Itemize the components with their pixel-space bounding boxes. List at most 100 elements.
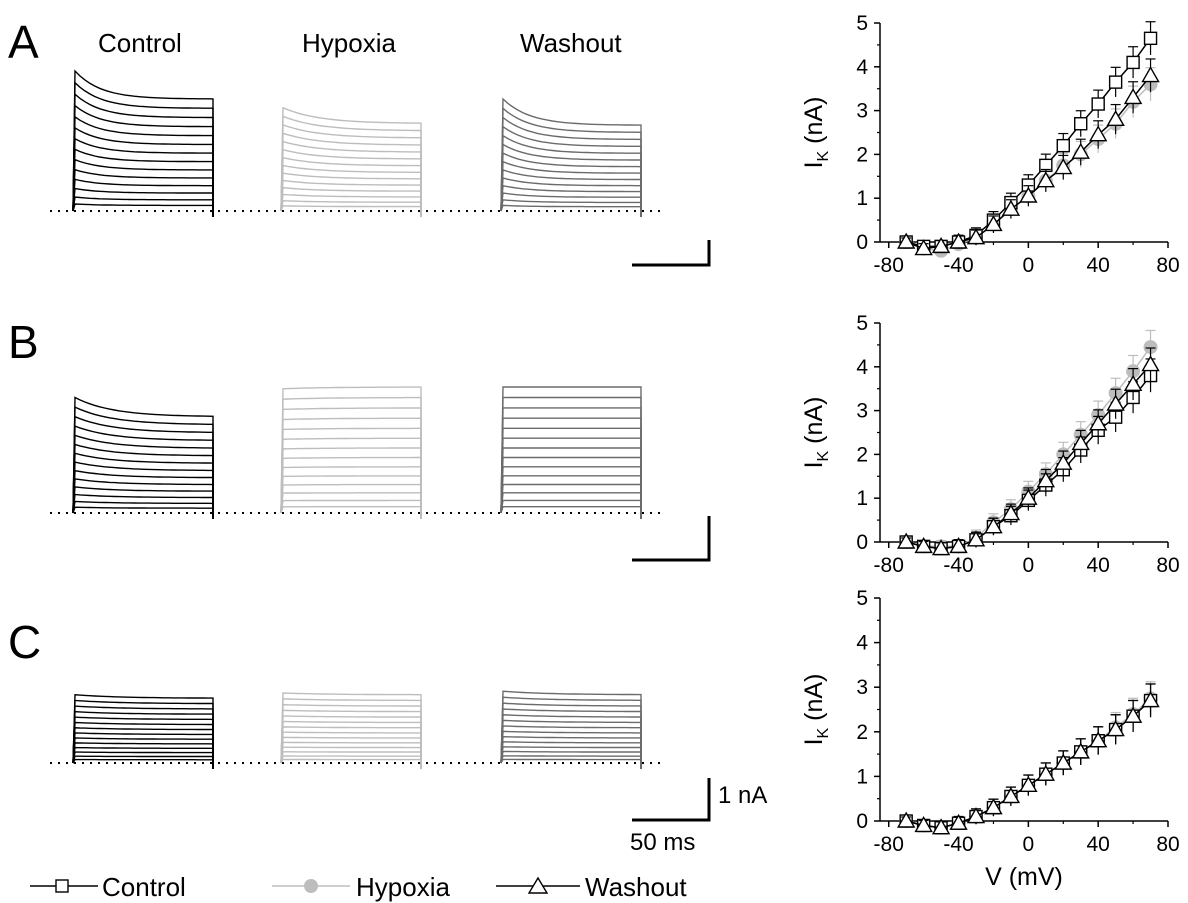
scale-bar-b	[632, 516, 711, 562]
data-point-washout	[966, 530, 986, 547]
current-trace	[280, 205, 422, 217]
condition-header-washout: Washout	[520, 28, 622, 58]
y-tick-label: 3	[856, 676, 868, 699]
y-tick-label: 5	[856, 312, 868, 335]
current-trace	[72, 115, 214, 217]
trace-set-c-hypoxia	[280, 692, 422, 769]
current-trace	[500, 708, 642, 769]
x-tick-label: 40	[1087, 554, 1110, 577]
current-trace	[280, 437, 422, 519]
current-trace	[280, 758, 422, 769]
legend-label-washout: Washout	[585, 872, 687, 902]
current-trace	[280, 179, 422, 217]
series-line	[906, 346, 1152, 548]
data-point-washout	[966, 228, 986, 245]
data-point-washout	[1071, 742, 1090, 759]
data-point-washout	[1088, 414, 1108, 431]
current-trace	[500, 97, 642, 217]
data-point-washout	[1019, 186, 1038, 203]
x-tick-label: -40	[943, 833, 973, 856]
current-trace	[280, 140, 422, 217]
data-point-washout	[931, 236, 951, 254]
y-tick-label: 2	[856, 721, 868, 744]
current-trace	[280, 148, 422, 217]
series-hypoxia	[899, 67, 1158, 258]
current-trace	[72, 486, 214, 519]
trace-set-b-washout	[500, 386, 642, 519]
current-trace	[280, 726, 422, 769]
iv-plot-c: 0 1 2 3 4 5 -80 -40 0 40 80 IK (nA) V (mV)	[800, 587, 1180, 891]
current-trace	[72, 699, 214, 769]
trace-set-b-control	[72, 396, 214, 519]
current-trace	[72, 469, 214, 519]
y-tick-label: 5	[856, 587, 868, 610]
series-line	[905, 75, 1152, 250]
current-trace	[72, 758, 214, 769]
current-trace	[500, 475, 642, 519]
current-trace	[72, 461, 214, 519]
current-trace	[280, 396, 422, 519]
data-point-washout	[896, 532, 916, 549]
current-trace	[500, 152, 642, 217]
series-line	[906, 700, 1152, 829]
current-trace	[280, 447, 422, 519]
current-trace	[500, 696, 642, 769]
current-trace	[500, 758, 642, 769]
data-point-washout	[1123, 374, 1143, 392]
current-trace	[500, 386, 642, 519]
current-trace	[500, 725, 642, 769]
panel-letter-c: C	[8, 616, 41, 668]
x-tick-label: -40	[943, 254, 973, 277]
y-tick-label: 0	[856, 531, 868, 554]
current-trace	[280, 755, 422, 769]
current-trace	[72, 69, 214, 217]
x-tick-label: 40	[1087, 254, 1110, 277]
data-point-washout	[1106, 394, 1125, 411]
current-trace	[280, 751, 422, 769]
data-point-washout	[1123, 88, 1143, 105]
y-tick-label: 2	[856, 443, 868, 466]
current-trace	[72, 500, 214, 519]
data-point-control	[1143, 31, 1158, 46]
data-point-washout	[1088, 731, 1108, 748]
current-trace	[280, 466, 422, 519]
current-trace	[280, 698, 422, 769]
current-trace	[72, 104, 214, 217]
current-trace	[72, 187, 214, 217]
data-point-washout	[984, 798, 1003, 815]
current-trace	[72, 478, 214, 519]
trace-set-a-control	[72, 69, 214, 217]
data-point-washout	[931, 818, 951, 835]
y-tick-label: 3	[856, 400, 868, 423]
current-trace	[500, 466, 642, 519]
current-trace	[280, 720, 422, 769]
series-control	[899, 21, 1158, 254]
series-hypoxia	[899, 329, 1158, 554]
current-trace	[72, 755, 214, 769]
current-trace	[500, 184, 642, 217]
current-trace	[500, 499, 642, 519]
current-trace	[280, 186, 422, 217]
current-trace	[280, 692, 422, 769]
current-trace	[500, 750, 642, 769]
current-trace	[500, 427, 642, 519]
data-point-washout	[1054, 753, 1073, 770]
current-trace	[280, 193, 422, 217]
current-trace	[72, 148, 214, 217]
current-trace	[72, 81, 214, 217]
current-trace	[280, 703, 422, 769]
panel-letter-b: B	[8, 316, 39, 368]
current-trace	[280, 741, 422, 769]
trace-set-c-control	[72, 693, 214, 769]
current-trace	[500, 199, 642, 217]
current-trace	[72, 158, 214, 217]
series-washout	[896, 58, 1160, 256]
current-trace	[500, 755, 642, 769]
current-trace	[72, 168, 214, 217]
scale-current-label: 1 nA	[718, 782, 767, 809]
y-axis-label: IK (nA)	[800, 397, 832, 469]
current-trace	[72, 443, 214, 519]
current-trace	[500, 447, 642, 519]
current-trace	[500, 106, 642, 217]
